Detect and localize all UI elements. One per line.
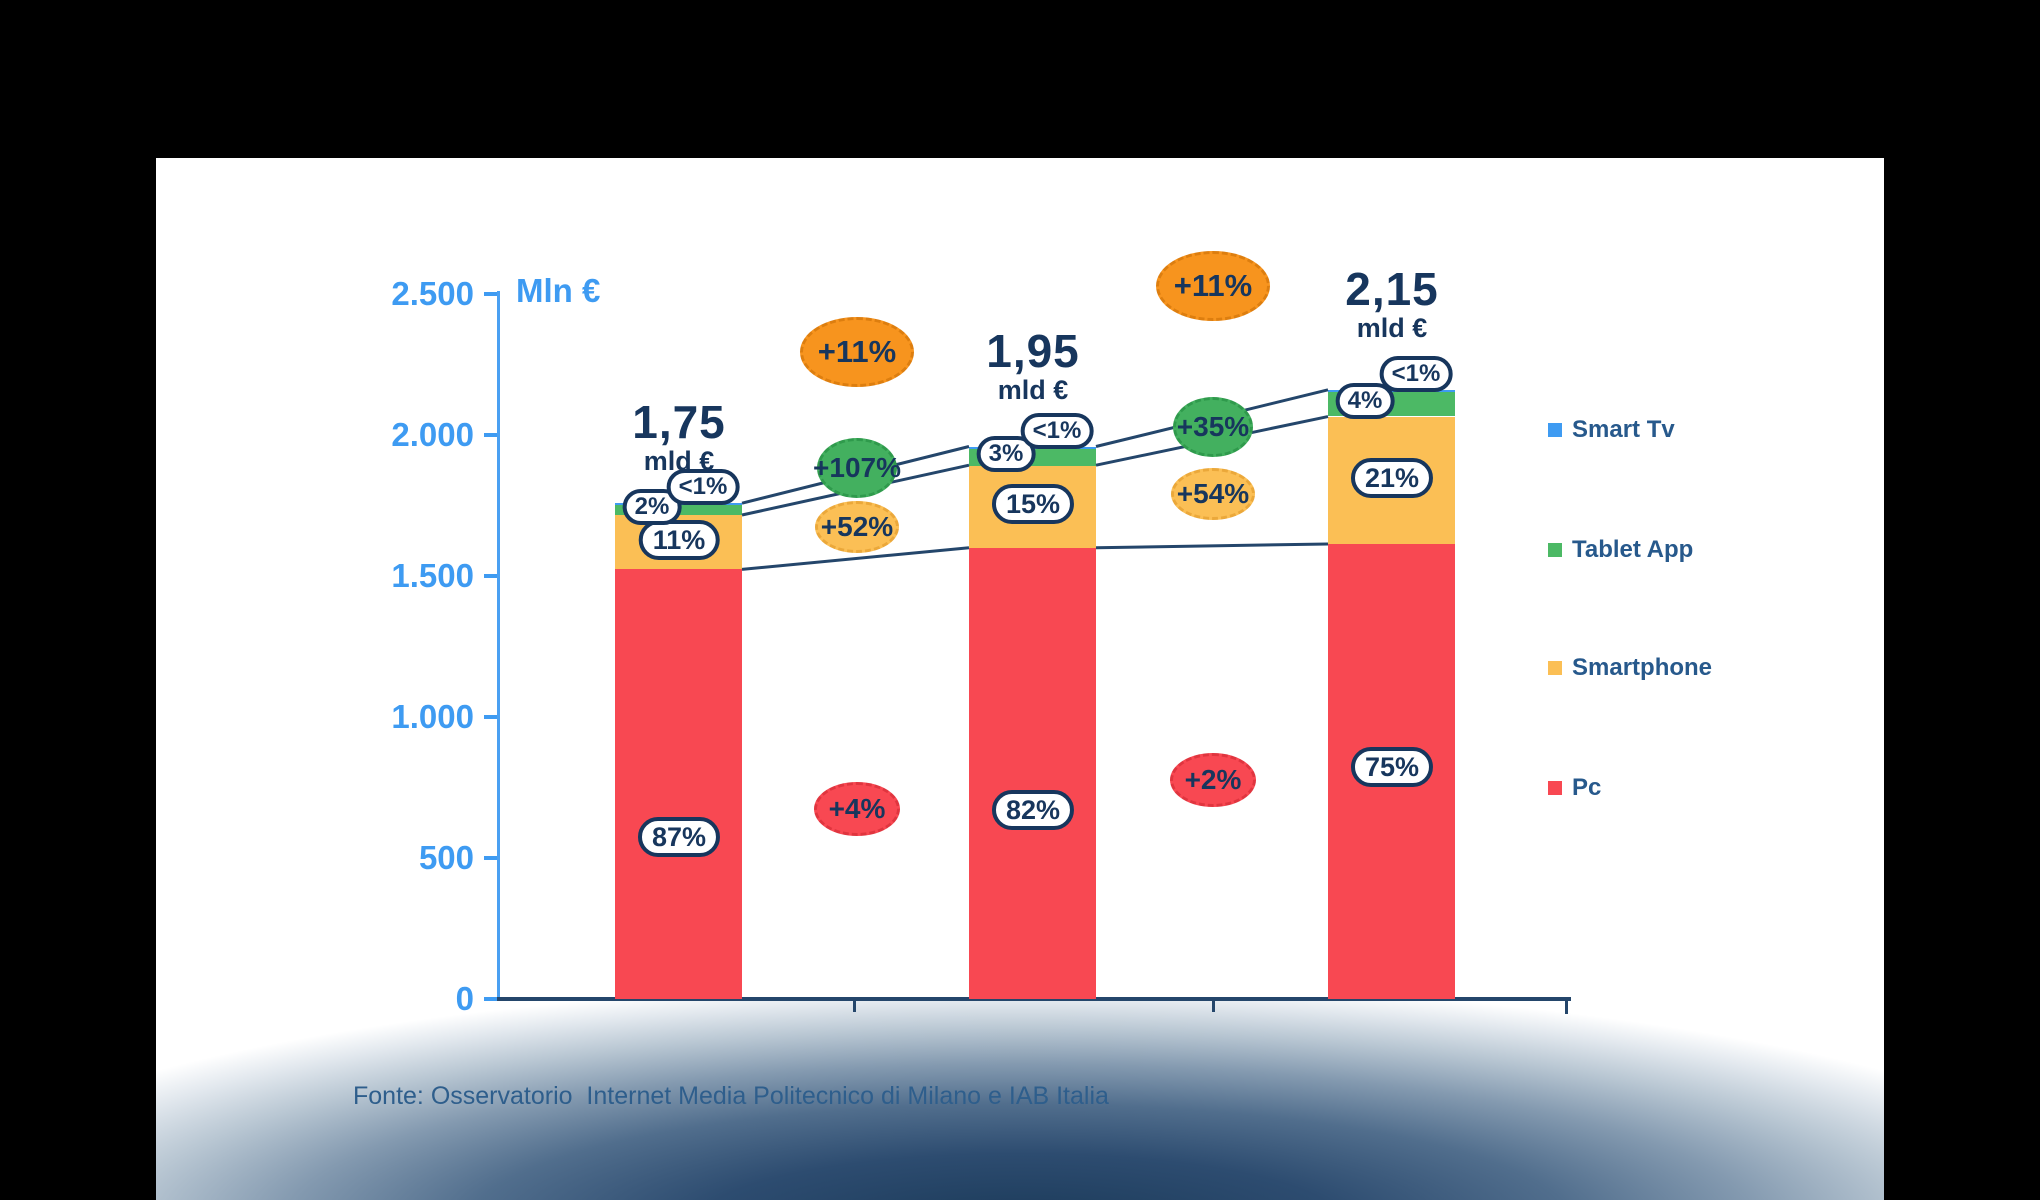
bottom-gradient-glow bbox=[156, 1000, 1884, 1200]
slide-background bbox=[156, 158, 1884, 1200]
source-note: Fonte: Osservatorio Internet Media Polit… bbox=[353, 1082, 1109, 1110]
